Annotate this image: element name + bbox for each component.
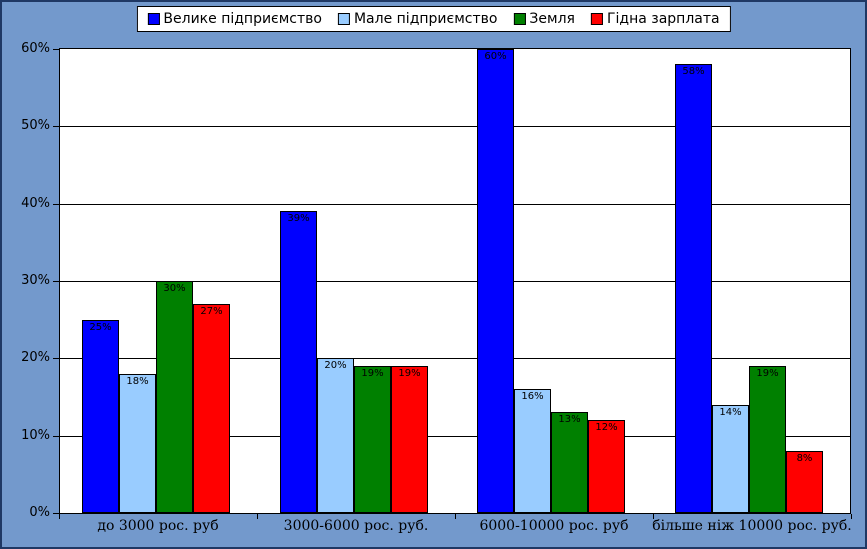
y-axis-tick-label: 40% [21,196,50,211]
bar-series-1-category-3: 60% [477,49,514,513]
bar-data-label: 8% [796,453,813,464]
bar-data-label: 12% [595,422,618,433]
y-axis-tick-mark [53,281,59,282]
legend-label: Земля [529,11,575,27]
bar-data-label: 14% [719,407,742,418]
legend-item-1: Велике підприємство [147,11,322,27]
bar-data-label: 39% [287,213,310,224]
bar-series-3-category-1: 30% [156,281,193,513]
legend-label: Гідна зарплата [606,11,720,27]
legend-item-3: Земля [513,11,575,27]
legend-swatch-icon [337,13,350,25]
bar-series-2-category-4: 14% [712,405,749,513]
legend-swatch-icon [147,13,160,25]
bar-series-4-category-2: 19% [391,366,428,513]
bar-data-label: 25% [89,322,112,333]
bar-data-label: 27% [200,306,223,317]
y-axis-tick-label: 10% [21,428,50,443]
gridline [60,281,850,282]
bar-series-1-category-4: 58% [675,64,712,513]
bar-data-label: 60% [484,51,507,62]
bar-series-1-category-2: 39% [280,211,317,513]
y-axis-tick-mark [53,126,59,127]
legend-item-4: Гідна зарплата [590,11,720,27]
bar-data-label: 30% [163,283,186,294]
y-axis-tick-mark [53,49,59,50]
x-axis-tick-mark [851,514,852,519]
bar-data-label: 18% [126,376,149,387]
bar-data-label: 16% [521,391,544,402]
bar-data-label: 20% [324,360,347,371]
bar-series-2-category-3: 16% [514,389,551,513]
gridline [60,436,850,437]
x-axis-category-label: 6000-10000 рос. руб [479,518,629,534]
legend-label: Мале підприємство [353,11,498,27]
legend-swatch-icon [590,13,603,25]
legend-swatch-icon [513,13,526,25]
x-axis-category-label: 3000-6000 рос. руб. [283,518,429,534]
y-axis-tick-label: 20% [21,350,50,365]
gridline [60,204,850,205]
gridline [60,358,850,359]
legend-label: Велике підприємство [163,11,322,27]
bar-data-label: 13% [558,414,581,425]
legend-item-2: Мале підприємство [337,11,498,27]
y-axis-tick-mark [53,358,59,359]
plot-area: 25% 18% 30% 27% 39% 20% 19% 19% 60% 16% 13% 12% 58% 1… [59,48,851,514]
x-axis-tick-mark [455,514,456,519]
x-axis-tick-mark [653,514,654,519]
bar-series-3-category-4: 19% [749,366,786,513]
chart-legend: Велике підприємство Мале підприємство Земл… [136,6,731,32]
bar-series-1-category-1: 25% [82,320,119,513]
x-axis-tick-mark [257,514,258,519]
bar-data-label: 19% [398,368,421,379]
bar-series-3-category-2: 19% [354,366,391,513]
bar-series-2-category-1: 18% [119,374,156,513]
x-axis-category-label: до 3000 рос. руб [97,518,219,534]
bar-data-label: 58% [682,66,705,77]
y-axis-tick-label: 50% [21,118,50,133]
x-axis-category-label: більше ніж 10000 рос. руб. [652,518,852,534]
bar-data-label: 19% [756,368,779,379]
bar-series-4-category-4: 8% [786,451,823,513]
y-axis-tick-mark [53,513,59,514]
y-axis-tick-label: 30% [21,273,50,288]
bar-series-2-category-2: 20% [317,358,354,513]
gridline [60,126,850,127]
bar-series-4-category-1: 27% [193,304,230,513]
y-axis-tick-label: 60% [21,41,50,56]
y-axis-tick-mark [53,204,59,205]
x-axis-tick-mark [59,514,60,519]
y-axis-tick-label: 0% [29,505,50,520]
bar-data-label: 19% [361,368,384,379]
bar-series-3-category-3: 13% [551,412,588,513]
bar-series-4-category-3: 12% [588,420,625,513]
y-axis-tick-mark [53,436,59,437]
